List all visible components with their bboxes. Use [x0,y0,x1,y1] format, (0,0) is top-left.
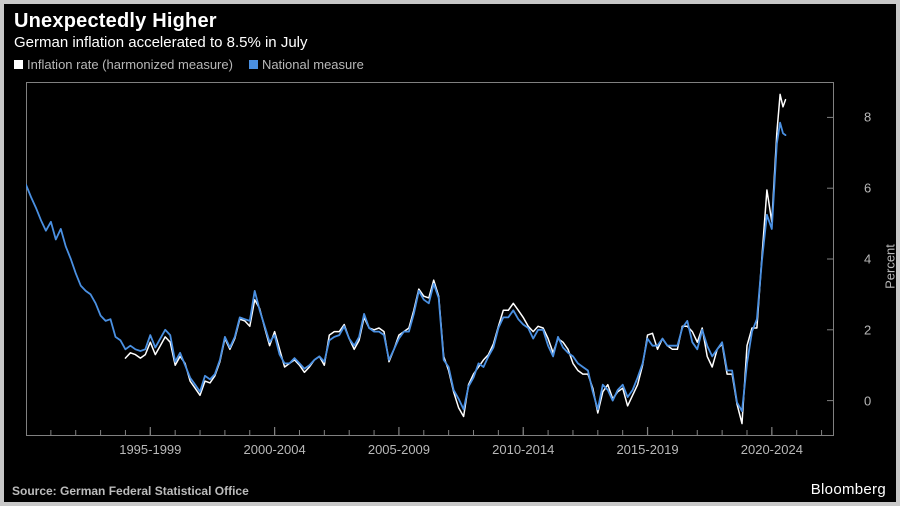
source-footer: Source: German Federal Statistical Offic… [12,484,249,498]
legend-item: Inflation rate (harmonized measure) [14,57,233,72]
x-tick-label: 2000-2004 [244,442,306,457]
chart-plot [26,82,834,436]
chart-title: Unexpectedly Higher [14,10,217,33]
x-tick-label: 2010-2014 [492,442,554,457]
y-tick-label: 4 [864,252,871,267]
legend-label: National measure [262,57,364,72]
x-tick-label: 1995-1999 [119,442,181,457]
x-tick-label: 2020-2024 [741,442,803,457]
y-tick-label: 2 [864,322,871,337]
x-tick-label: 2015-2019 [616,442,678,457]
brand-label: Bloomberg [811,481,886,498]
y-tick-label: 0 [864,393,871,408]
legend: Inflation rate (harmonized measure) Natio… [14,57,364,72]
chart-container: Unexpectedly Higher German inflation acc… [4,4,896,502]
legend-label: Inflation rate (harmonized measure) [27,57,233,72]
y-tick-label: 6 [864,181,871,196]
y-tick-label: 8 [864,110,871,125]
y-axis-title: Percent [883,244,898,289]
legend-swatch [249,60,258,69]
x-tick-label: 2005-2009 [368,442,430,457]
chart-subtitle: German inflation accelerated to 8.5% in … [14,34,308,51]
legend-item: National measure [249,57,364,72]
legend-swatch [14,60,23,69]
